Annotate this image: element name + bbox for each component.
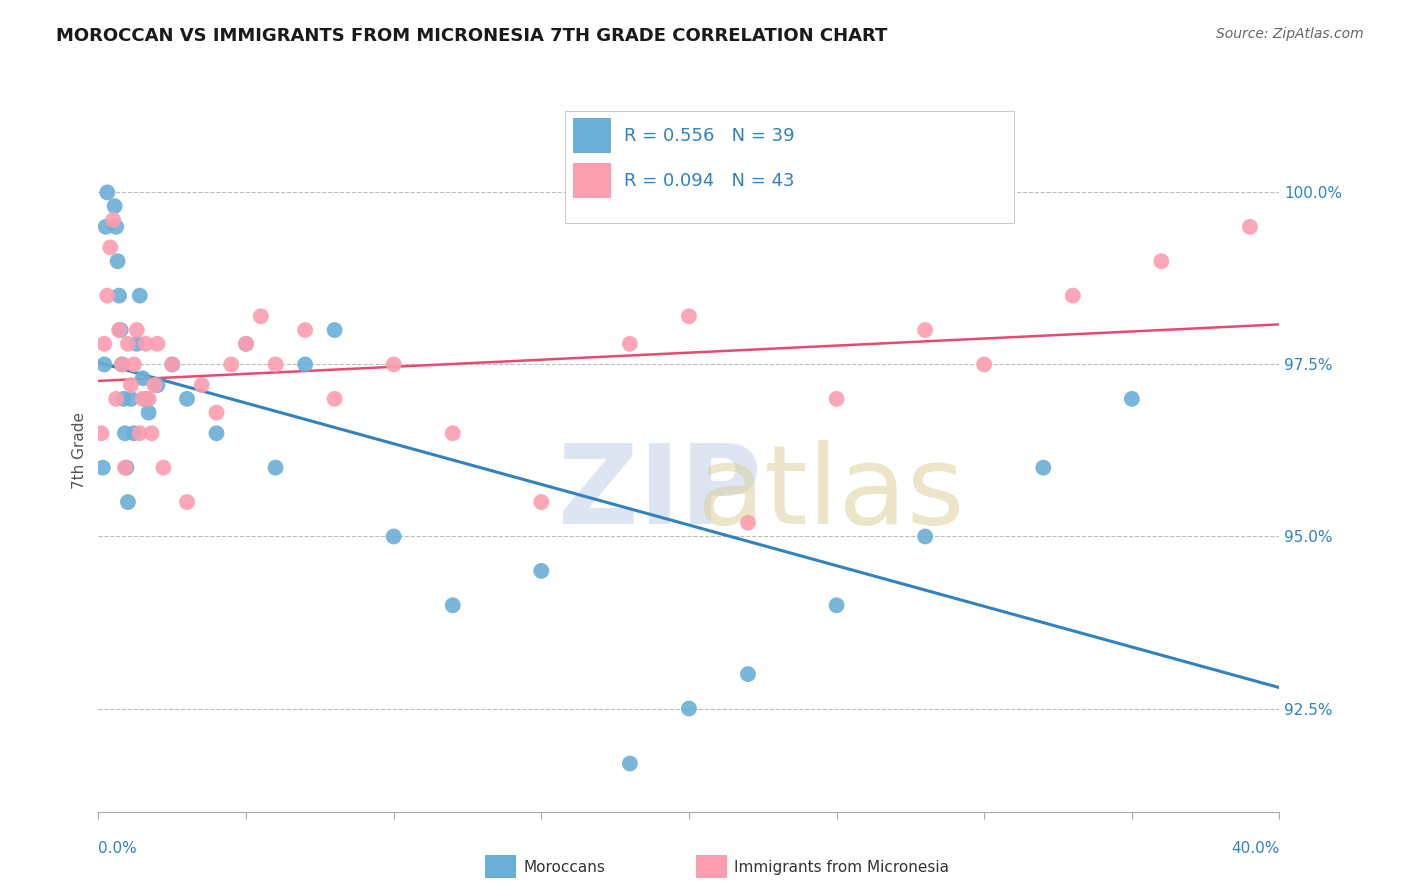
Point <box>141 426 163 441</box>
Text: atlas: atlas <box>696 441 965 548</box>
Text: MOROCCAN VS IMMIGRANTS FROM MICRONESIA 7TH GRADE CORRELATION CHART: MOROCCAN VS IMMIGRANTS FROM MICRONESIA 7… <box>56 27 887 45</box>
Point <box>294 358 316 372</box>
Point <box>114 460 136 475</box>
Point <box>235 336 257 351</box>
Text: ZIP: ZIP <box>558 441 761 548</box>
Point <box>678 701 700 715</box>
Point <box>143 378 166 392</box>
Text: 0.0%: 0.0% <box>98 840 138 855</box>
Text: Moroccans: Moroccans <box>523 861 605 875</box>
Point <box>221 358 243 372</box>
Point <box>264 358 287 372</box>
Point <box>117 336 139 351</box>
Point <box>105 219 128 234</box>
Point <box>1032 460 1054 475</box>
Point <box>132 371 155 385</box>
Point <box>162 358 183 372</box>
Point <box>120 378 142 392</box>
Point <box>146 378 169 392</box>
Text: Source: ZipAtlas.com: Source: ZipAtlas.com <box>1216 27 1364 41</box>
Point <box>914 529 936 543</box>
Point <box>619 336 641 351</box>
FancyBboxPatch shape <box>565 111 1014 223</box>
Point <box>323 323 346 337</box>
Point <box>96 186 118 200</box>
Point <box>105 392 128 406</box>
Point <box>112 392 135 406</box>
Point <box>382 358 405 372</box>
Point <box>737 667 759 681</box>
Point <box>294 323 316 337</box>
Point <box>441 599 464 613</box>
Point <box>108 288 131 302</box>
Point <box>128 288 150 302</box>
Point <box>114 426 136 441</box>
Text: R = 0.556   N = 39: R = 0.556 N = 39 <box>624 127 794 145</box>
Point <box>191 378 214 392</box>
Point <box>152 460 174 475</box>
Point <box>115 460 138 475</box>
Point <box>264 460 287 475</box>
Point <box>90 426 112 441</box>
FancyBboxPatch shape <box>574 163 612 198</box>
Point <box>110 323 132 337</box>
Point <box>176 392 198 406</box>
Point <box>1150 254 1173 268</box>
Text: Immigrants from Micronesia: Immigrants from Micronesia <box>734 861 949 875</box>
Point <box>205 426 228 441</box>
Text: 40.0%: 40.0% <box>1232 840 1279 855</box>
Point <box>138 406 160 420</box>
Point <box>914 323 936 337</box>
Point <box>132 392 155 406</box>
Point <box>1121 392 1143 406</box>
Point <box>1239 219 1261 234</box>
Point <box>111 358 134 372</box>
Point <box>91 460 114 475</box>
Point <box>138 392 160 406</box>
Point <box>530 564 553 578</box>
Point <box>619 756 641 771</box>
Point <box>98 240 121 254</box>
Point <box>205 406 228 420</box>
Point <box>973 358 995 372</box>
Point <box>125 323 148 337</box>
Point <box>111 358 134 372</box>
Point <box>93 336 115 351</box>
Point <box>235 336 257 351</box>
Point <box>96 288 118 302</box>
Point <box>93 358 115 372</box>
Point <box>128 426 150 441</box>
Point <box>382 529 405 543</box>
Point <box>530 495 553 509</box>
Point <box>120 392 142 406</box>
Point <box>125 336 148 351</box>
Point <box>323 392 346 406</box>
Point <box>107 254 129 268</box>
Point <box>122 426 145 441</box>
Point <box>122 358 145 372</box>
Point <box>146 336 169 351</box>
Point <box>135 392 157 406</box>
Point <box>678 310 700 324</box>
Point <box>162 358 183 372</box>
Point <box>135 336 157 351</box>
Point <box>104 199 127 213</box>
Y-axis label: 7th Grade: 7th Grade <box>72 412 87 489</box>
Point <box>1062 288 1084 302</box>
Point <box>441 426 464 441</box>
Point <box>117 495 139 509</box>
Text: R = 0.094   N = 43: R = 0.094 N = 43 <box>624 172 794 190</box>
Point <box>737 516 759 530</box>
Point <box>825 599 848 613</box>
Point <box>825 392 848 406</box>
Point <box>94 219 117 234</box>
FancyBboxPatch shape <box>574 118 612 153</box>
Point <box>108 323 131 337</box>
Point <box>103 213 125 227</box>
Point <box>250 310 273 324</box>
Point <box>176 495 198 509</box>
